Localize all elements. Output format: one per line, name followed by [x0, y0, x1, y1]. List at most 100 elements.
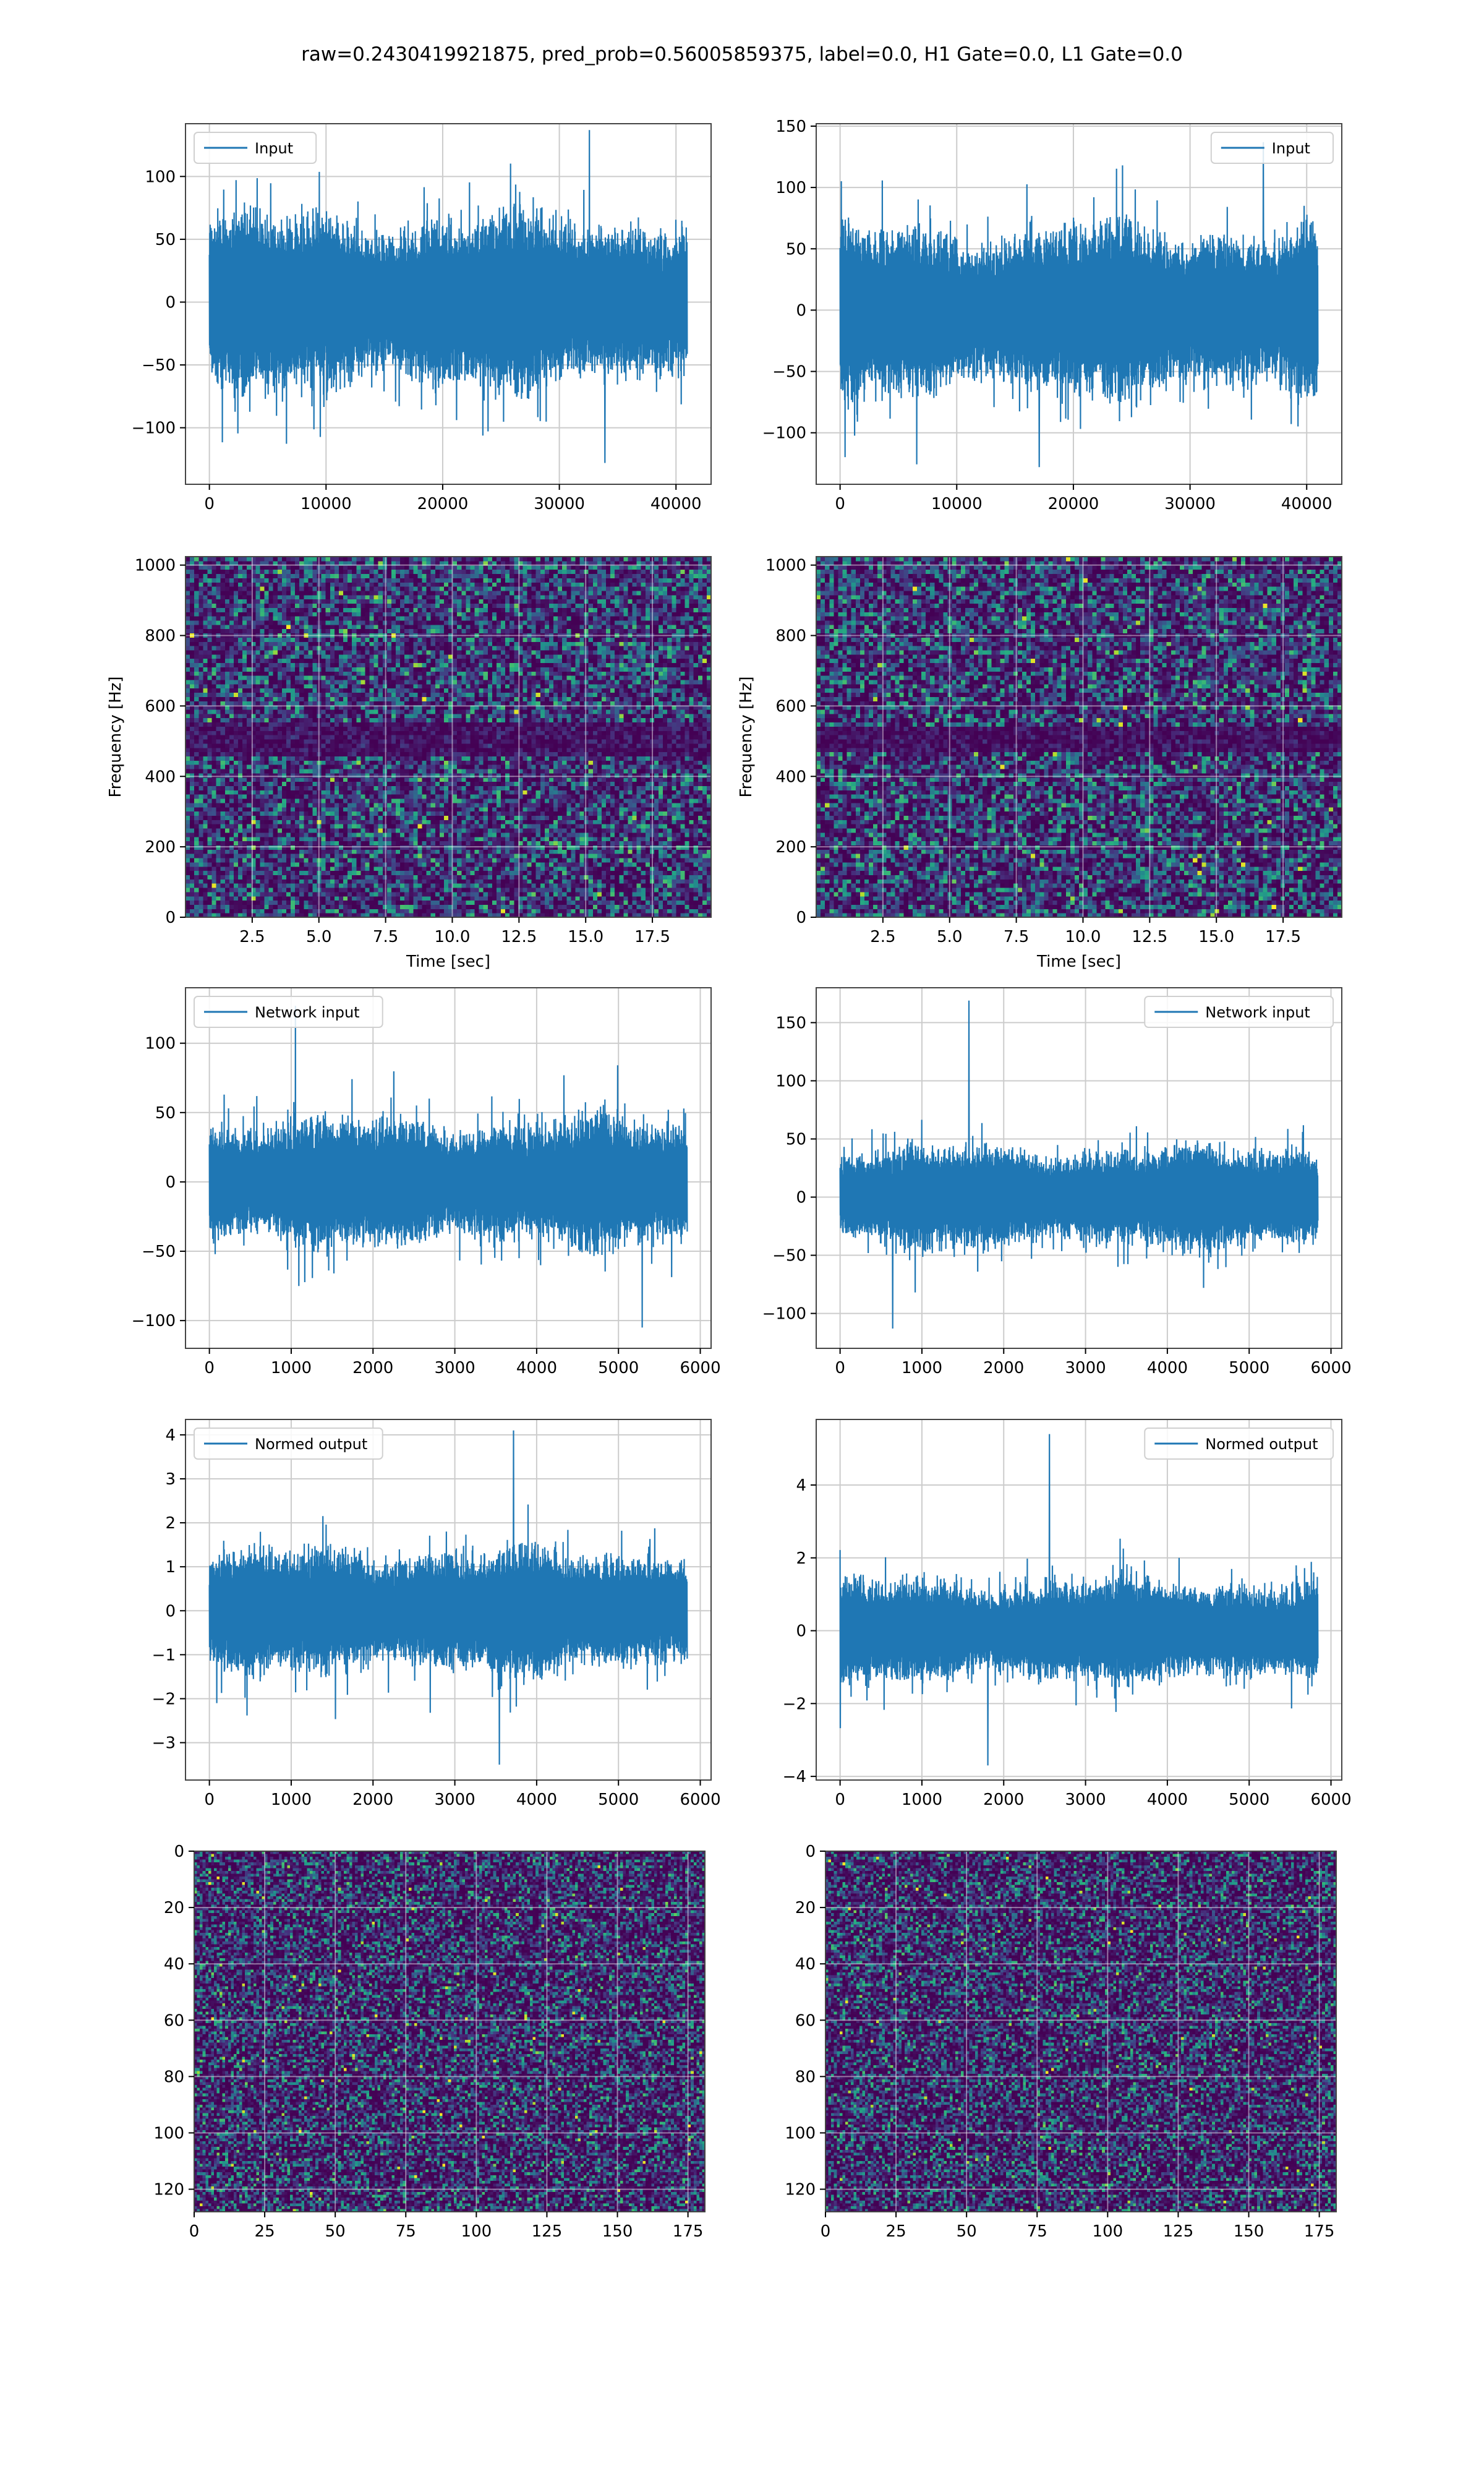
heatmap-cell [190, 875, 195, 879]
heatmap-cell [606, 888, 611, 892]
heatmap-cell [479, 892, 484, 896]
heatmap-cell [322, 896, 326, 901]
heatmap-cell [702, 909, 707, 913]
heatmap-cell [348, 888, 352, 892]
heatmap-cell [461, 896, 466, 901]
heatmap-cell [365, 867, 370, 871]
heatmap-cell [453, 879, 458, 883]
heatmap-cell [417, 875, 422, 879]
heatmap-cell [400, 909, 405, 913]
heatmap-cell [343, 883, 348, 888]
heatmap-cell [479, 875, 484, 879]
heatmap-cell [404, 901, 409, 905]
heatmap-cell [273, 901, 278, 905]
heatmap-cell [680, 867, 685, 871]
heatmap-cell [212, 875, 217, 879]
heatmap-cell [308, 879, 313, 883]
heatmap-cell [505, 896, 510, 901]
heatmap-cell [212, 883, 217, 888]
heatmap-cell [685, 867, 690, 871]
heatmap-cell [558, 892, 563, 896]
heatmap-cell [234, 871, 239, 875]
heatmap-cell [242, 888, 247, 892]
heatmap-cell [619, 904, 624, 909]
heatmap-cell [335, 867, 339, 871]
heatmap-cell [532, 901, 537, 905]
heatmap-cell [444, 909, 449, 913]
heatmap-cell [488, 901, 493, 905]
heatmap-cell [641, 896, 646, 901]
heatmap-cell [400, 901, 405, 905]
heatmap-cell [291, 871, 296, 875]
heatmap-cell [514, 879, 519, 883]
heatmap-cell [360, 896, 365, 901]
heatmap-cell [391, 883, 396, 888]
heatmap-cell [698, 904, 703, 909]
heatmap-cell [461, 879, 466, 883]
heatmap-cell [453, 896, 458, 901]
heatmap-cell [488, 892, 493, 896]
heatmap-cell [282, 883, 287, 888]
heatmap-cell [330, 879, 335, 883]
heatmap-cell [326, 888, 331, 892]
heatmap-cell [352, 892, 357, 896]
heatmap-cell [190, 896, 195, 901]
heatmap-cell [278, 904, 283, 909]
heatmap-cell [545, 871, 550, 875]
heatmap-cell [370, 883, 375, 888]
heatmap-cell [646, 909, 650, 913]
heatmap-cell [575, 896, 580, 901]
heatmap-cell [492, 888, 497, 892]
heatmap-cell [667, 871, 672, 875]
heatmap-cell [628, 867, 633, 871]
heatmap-cell [216, 904, 221, 909]
heatmap-cell [680, 896, 685, 901]
heatmap-cell [501, 879, 506, 883]
heatmap-cell [440, 883, 445, 888]
heatmap-cell [198, 883, 203, 888]
heatmap-cell [698, 909, 703, 913]
heatmap-cell [694, 904, 699, 909]
heatmap-cell [637, 867, 642, 871]
heatmap-cell [431, 871, 436, 875]
heatmap-cell [278, 896, 283, 901]
heatmap-cell [505, 888, 510, 892]
heatmap-cell [562, 879, 567, 883]
heatmap-cell [479, 867, 484, 871]
heatmap-cell [417, 867, 422, 871]
heatmap-cell [404, 883, 409, 888]
heatmap-cell [453, 892, 458, 896]
heatmap-cell [566, 867, 571, 871]
heatmap-cell [229, 867, 234, 871]
heatmap-cell [212, 867, 217, 871]
heatmap-cell [348, 875, 352, 879]
heatmap-cell [663, 883, 668, 888]
heatmap-cell [532, 909, 537, 913]
heatmap-cell [540, 867, 545, 871]
heatmap-cell [667, 909, 672, 913]
heatmap-cell [234, 883, 239, 888]
heatmap-cell [615, 888, 620, 892]
heatmap-cell [365, 888, 370, 892]
heatmap-cell [637, 879, 642, 883]
heatmap-cell [685, 875, 690, 879]
heatmap-cell [365, 892, 370, 896]
heatmap-cell [221, 871, 226, 875]
heatmap-cell [422, 888, 427, 892]
heatmap-cell [619, 883, 624, 888]
heatmap-cell [326, 871, 331, 875]
heatmap-cell [575, 904, 580, 909]
heatmap-cell [628, 888, 633, 892]
heatmap-cell [212, 896, 217, 901]
heatmap-cell [571, 867, 576, 871]
heatmap-cell [260, 909, 265, 913]
heatmap-cell [654, 871, 659, 875]
heatmap-cell [540, 888, 545, 892]
heatmap-cell [633, 896, 638, 901]
heatmap-cell [606, 896, 611, 901]
heatmap-cell [427, 904, 432, 909]
heatmap-cell [299, 892, 304, 896]
heatmap-cell [589, 888, 594, 892]
heatmap-cell [343, 896, 348, 901]
heatmap-cell [308, 888, 313, 892]
